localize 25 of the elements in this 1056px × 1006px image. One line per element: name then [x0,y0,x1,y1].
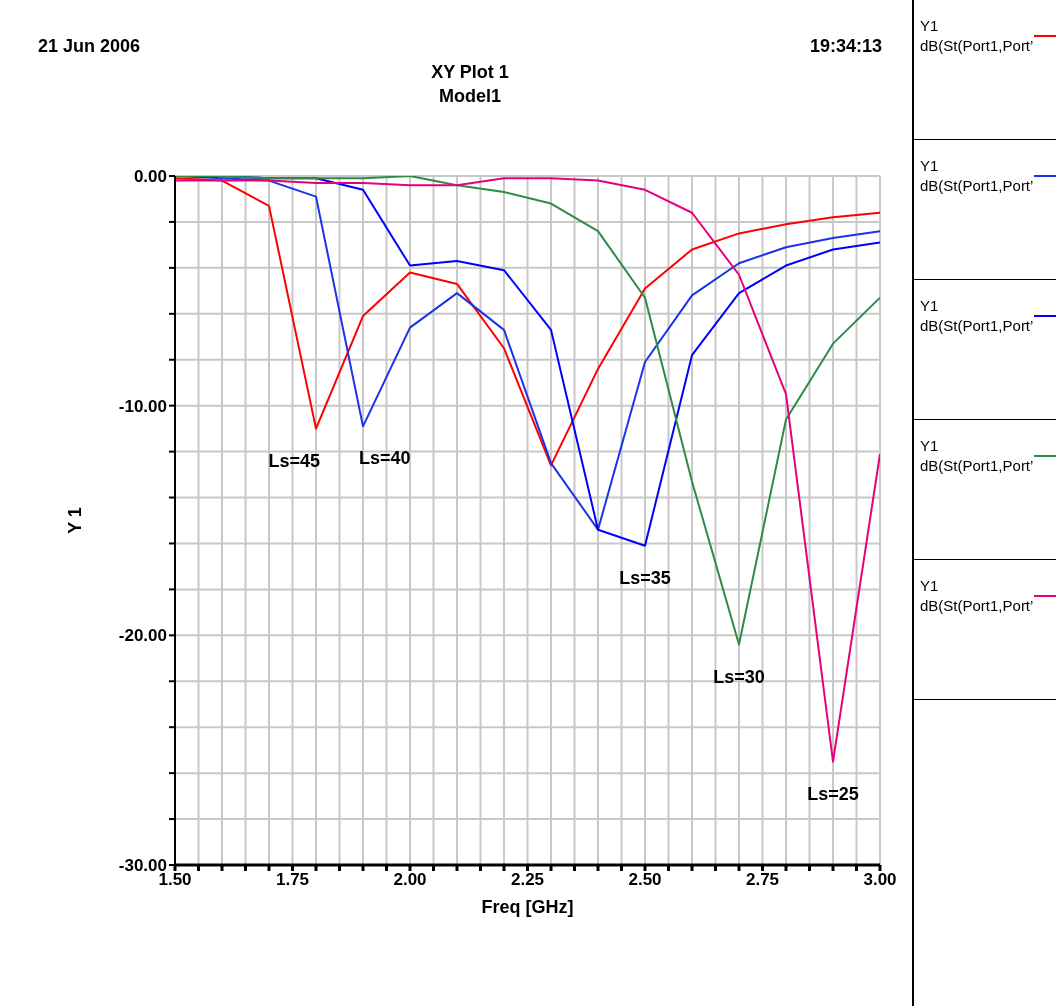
x-tick-label: 2.75 [745,870,780,890]
annotation: Ls=35 [619,567,671,588]
annotation: Ls=45 [268,450,320,471]
text: 19:34:13 [809,36,882,57]
annotation: Ls=40 [359,448,411,469]
x-tick-label: 1.75 [275,870,310,890]
x-tick-label: 2.00 [393,870,427,890]
legend-label: Y1 dB(St(Port1,Port’ [920,436,1034,476]
annotation: Ls=30 [713,666,765,687]
x-tick-label: 3.00 [863,870,897,890]
y-tick-label: -20.00 [118,626,167,646]
legend-label: Y1 dB(St(Port1,Port’ [920,156,1034,196]
legend-label: Y1 dB(St(Port1,Port’ [920,16,1034,56]
legend-label: Y1 dB(St(Port1,Port’ [920,576,1034,616]
chart-subtitle: Model1 [438,85,502,108]
text: 21 Jun 2006 [38,36,141,57]
x-tick-label: 2.25 [510,870,545,890]
x-axis-title: Freq [GHz] [481,897,574,917]
legend-label: Y1 dB(St(Port1,Port’ [920,296,1034,336]
chart-title: XY Plot 1 [430,61,510,84]
y-tick-label: 0.00 [133,167,167,187]
annotation: Ls=25 [807,783,859,804]
y-axis-title: Y 1 [65,507,86,534]
x-tick-label: 2.50 [628,870,662,890]
y-tick-label: -10.00 [118,396,167,416]
